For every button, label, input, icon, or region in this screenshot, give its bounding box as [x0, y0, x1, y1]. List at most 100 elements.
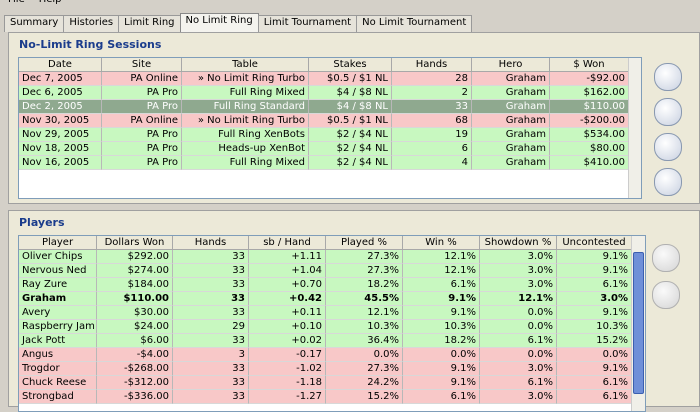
- table-cell: PA Pro: [102, 128, 182, 142]
- table-cell: Full Ring XenBots: [182, 128, 309, 142]
- table-cell: -$200.00: [550, 114, 629, 128]
- table-cell: $80.00: [550, 142, 629, 156]
- table-cell: -1.18: [249, 376, 326, 390]
- table-row[interactable]: Chuck Reese -$312.00 33 -1.18 24.2% 9.1% 6.1% 6…: [19, 376, 645, 390]
- table-cell: Angus: [19, 348, 97, 362]
- tab[interactable]: Summary: [4, 15, 65, 32]
- column-header[interactable]: Table: [182, 58, 309, 72]
- table-cell: 33: [173, 390, 249, 404]
- table-cell: Ray Zure: [19, 278, 97, 292]
- tab[interactable]: Histories: [63, 15, 120, 32]
- table-cell: -0.17: [249, 348, 326, 362]
- table-cell: 33: [173, 334, 249, 348]
- table-cell: 28: [392, 72, 472, 86]
- column-header[interactable]: Player: [19, 236, 97, 250]
- table-cell: Oliver Chips: [19, 250, 97, 264]
- column-header[interactable]: Dollars Won: [97, 236, 173, 250]
- table-row[interactable]: Nov 30, 2005 PA Online» No Limit Ring Tur…: [19, 114, 641, 128]
- table-row[interactable]: Raspberry Jam $24.00 29 +0.10 10.3% 10.3% 0.0%…: [19, 320, 645, 334]
- table-cell: Graham: [472, 72, 550, 86]
- scroll-thumb[interactable]: [633, 252, 644, 394]
- table-cell: 0.0%: [326, 348, 403, 362]
- table-cell: Nov 29, 2005: [19, 128, 102, 142]
- button[interactable]: [654, 133, 682, 161]
- table-row[interactable]: Jack Pott $6.00 33 +0.02 36.4% 18.2% 6.1% 15.2%: [19, 334, 645, 348]
- table-cell: 9.1%: [403, 306, 480, 320]
- table-cell: Trogdor: [19, 362, 97, 376]
- table-cell: Graham: [472, 100, 550, 114]
- sessions-grid: Date Site Table Stakes Hands Hero $ Won Dec 7, …: [18, 57, 642, 199]
- button[interactable]: [654, 63, 682, 91]
- column-header[interactable]: Date: [19, 58, 102, 72]
- table-cell: 33: [173, 306, 249, 320]
- column-header[interactable]: Win %: [403, 236, 480, 250]
- table-cell: 12.1%: [403, 264, 480, 278]
- table-row[interactable]: Ray Zure $184.00 33 +0.70 18.2% 6.1% 3.0% 6.1%: [19, 278, 645, 292]
- tab[interactable]: Limit Ring: [118, 15, 181, 32]
- tab[interactable]: Limit Tournament: [257, 15, 358, 32]
- table-row[interactable]: Avery $30.00 33 +0.11 12.1% 9.1% 0.0% 9.1%: [19, 306, 645, 320]
- table-cell: 0.0%: [403, 348, 480, 362]
- panel-title: Players: [19, 216, 65, 229]
- table-cell: -$268.00: [97, 362, 173, 376]
- scrollbar[interactable]: [628, 58, 641, 198]
- table-cell: -$92.00: [550, 72, 629, 86]
- table-cell: PA Pro: [102, 86, 182, 100]
- table-cell: Nov 16, 2005: [19, 156, 102, 170]
- button[interactable]: [652, 244, 680, 272]
- table-cell: $292.00: [97, 250, 173, 264]
- table-row[interactable]: Dec 2, 2005 PA Pro Full Ring Standard $4 / …: [19, 100, 641, 114]
- table-cell: $534.00: [550, 128, 629, 142]
- column-header[interactable]: Stakes: [309, 58, 392, 72]
- table-cell: $24.00: [97, 320, 173, 334]
- table-cell: -1.02: [249, 362, 326, 376]
- button[interactable]: [654, 98, 682, 126]
- tab[interactable]: No Limit Ring: [179, 13, 259, 32]
- table-row[interactable]: Nervous Ned $274.00 33 +1.04 27.3% 12.1% 3.0% 9…: [19, 264, 645, 278]
- table-cell: Graham: [472, 156, 550, 170]
- column-header[interactable]: $ Won: [550, 58, 629, 72]
- table-cell: 9.1%: [557, 264, 632, 278]
- table-row[interactable]: Nov 16, 2005 PA Pro Full Ring Mixed $2 / $4…: [19, 156, 641, 170]
- table-cell: +0.11: [249, 306, 326, 320]
- table-cell: Nov 18, 2005: [19, 142, 102, 156]
- table-cell: 6.1%: [557, 278, 632, 292]
- table-cell: PA Pro: [102, 156, 182, 170]
- table-cell: Graham: [472, 142, 550, 156]
- scrollbar[interactable]: [631, 236, 645, 411]
- table-cell: 3.0%: [480, 278, 557, 292]
- table-cell: 3.0%: [480, 250, 557, 264]
- menu-item[interactable]: File: [8, 0, 25, 5]
- table-cell: 27.3%: [326, 250, 403, 264]
- column-header[interactable]: Showdown %: [480, 236, 557, 250]
- table-row[interactable]: Angus -$4.00 3 -0.17 0.0% 0.0% 0.0% 0.0%: [19, 348, 645, 362]
- column-header[interactable]: Hands: [173, 236, 249, 250]
- table-cell: 36.4%: [326, 334, 403, 348]
- table-cell: Chuck Reese: [19, 376, 97, 390]
- column-header[interactable]: Hero: [472, 58, 550, 72]
- table-row[interactable]: Nov 18, 2005 PA Pro Heads-up XenBot $2 / $4…: [19, 142, 641, 156]
- table-row[interactable]: Oliver Chips $292.00 33 +1.11 27.3% 12.1% 3.0%…: [19, 250, 645, 264]
- table-row[interactable]: Trogdor -$268.00 33 -1.02 27.3% 9.1% 3.0% 9.1%: [19, 362, 645, 376]
- menu-item[interactable]: Help: [39, 0, 62, 5]
- table-row[interactable]: Strongbad -$336.00 33 -1.27 15.2% 6.1% 3.0% 6.1…: [19, 390, 645, 404]
- column-header[interactable]: Hands: [392, 58, 472, 72]
- table-row[interactable]: Graham $110.00 33 +0.42 45.5% 9.1% 12.1% 3.0%: [19, 292, 645, 306]
- button[interactable]: [652, 281, 680, 309]
- table-cell: $4 / $8 NL: [309, 86, 392, 100]
- button[interactable]: [654, 168, 682, 196]
- table-cell: Strongbad: [19, 390, 97, 404]
- table-cell: $2 / $4 NL: [309, 156, 392, 170]
- column-header[interactable]: Site: [102, 58, 182, 72]
- table-row[interactable]: Dec 7, 2005 PA Online» No Limit Ring Turb…: [19, 72, 641, 86]
- tab[interactable]: No Limit Tournament: [356, 15, 473, 32]
- table-cell: 10.3%: [326, 320, 403, 334]
- table-row[interactable]: Nov 29, 2005 PA Pro Full Ring XenBots $2 / …: [19, 128, 641, 142]
- table-cell: PA Online: [102, 114, 182, 128]
- column-header[interactable]: Uncontested: [557, 236, 632, 250]
- table-cell: 6.1%: [557, 376, 632, 390]
- table-row[interactable]: Dec 6, 2005 PA Pro Full Ring Mixed $4 / $8 …: [19, 86, 641, 100]
- column-header[interactable]: Played %: [326, 236, 403, 250]
- table-cell: Dec 7, 2005: [19, 72, 102, 86]
- column-header[interactable]: sb / Hand: [249, 236, 326, 250]
